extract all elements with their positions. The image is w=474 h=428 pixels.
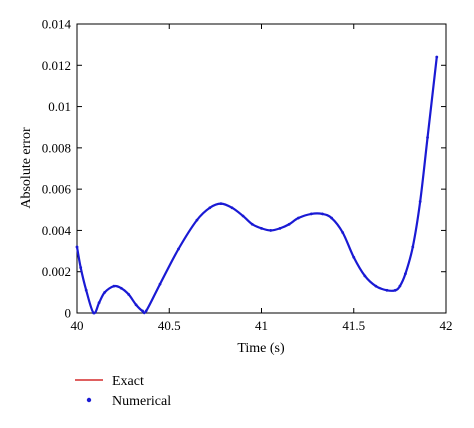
data-point-numerical bbox=[241, 214, 245, 218]
data-point-numerical bbox=[269, 229, 273, 232]
data-point-numerical bbox=[103, 290, 107, 294]
data-point-numerical bbox=[144, 309, 148, 313]
data-point-numerical bbox=[330, 216, 334, 220]
data-point-numerical bbox=[158, 282, 162, 286]
data-point-numerical bbox=[112, 284, 116, 288]
data-point-numerical bbox=[363, 274, 367, 278]
data-point-numerical bbox=[404, 272, 407, 276]
data-point-numerical bbox=[230, 206, 234, 210]
data-point-numerical bbox=[134, 303, 138, 307]
x-tick-label: 41.5 bbox=[342, 318, 365, 333]
data-point-numerical bbox=[426, 136, 429, 139]
y-tick-label: 0.004 bbox=[42, 223, 72, 238]
y-tick-label: 0.006 bbox=[42, 182, 72, 197]
legend-label-exact: Exact bbox=[112, 374, 144, 389]
data-point-numerical bbox=[297, 216, 300, 220]
y-tick-label: 0.01 bbox=[48, 99, 71, 114]
series-line-exact bbox=[76, 56, 438, 314]
data-point-numerical bbox=[119, 286, 123, 290]
x-tick-label: 40 bbox=[71, 318, 84, 333]
data-point-numerical bbox=[393, 288, 397, 292]
data-point-numerical bbox=[127, 293, 131, 296]
data-point-numerical bbox=[75, 245, 79, 249]
plot-area bbox=[75, 55, 439, 315]
series-line-numerical bbox=[75, 56, 438, 315]
data-point-numerical bbox=[250, 222, 254, 226]
data-point-numerical bbox=[84, 288, 88, 292]
data-point-numerical bbox=[352, 255, 356, 259]
data-point-numerical bbox=[309, 212, 313, 216]
legend-marker-numerical bbox=[86, 397, 92, 403]
x-tick-label: 40.5 bbox=[158, 318, 181, 333]
y-tick-label: 0.008 bbox=[42, 140, 71, 155]
data-point-numerical bbox=[374, 284, 378, 288]
y-axis-label: Absolute error bbox=[19, 127, 34, 209]
y-axis: 0 0.002 0.004 0.006 0.008 0.01 0.012 0.014 bbox=[42, 17, 446, 321]
x-axis: 40 40.5 41 41.5 42 bbox=[71, 24, 453, 333]
y-tick-label: 0 bbox=[65, 306, 72, 321]
data-point-numerical bbox=[195, 218, 199, 222]
data-point-numerical bbox=[287, 222, 291, 226]
data-point-numerical bbox=[411, 245, 415, 249]
x-tick-label: 42 bbox=[440, 318, 453, 333]
plot-frame bbox=[76, 23, 447, 314]
data-point-numerical bbox=[141, 309, 144, 313]
data-point-numerical bbox=[385, 288, 389, 292]
data-point-numerical bbox=[219, 202, 223, 205]
y-tick-label: 0.002 bbox=[42, 264, 71, 279]
data-point-numerical bbox=[208, 206, 212, 210]
data-point-numerical bbox=[92, 311, 96, 315]
legend-label-numerical: Numerical bbox=[112, 394, 171, 409]
data-point-numerical bbox=[260, 226, 263, 230]
data-point-numerical bbox=[341, 231, 345, 234]
x-axis-label: Time (s) bbox=[237, 341, 285, 356]
data-point-numerical bbox=[418, 200, 422, 203]
y-tick-label: 0.014 bbox=[42, 17, 72, 32]
data-point-numerical bbox=[435, 55, 439, 59]
data-point-numerical bbox=[79, 266, 83, 269]
y-tick-label: 0.012 bbox=[42, 58, 71, 73]
data-point-numerical bbox=[278, 226, 282, 230]
x-tick-label: 41 bbox=[255, 318, 268, 333]
data-point-numerical bbox=[320, 212, 324, 216]
data-point-numerical bbox=[97, 301, 101, 305]
data-point-numerical bbox=[177, 247, 180, 251]
legend: Exact Numerical bbox=[75, 374, 171, 409]
data-point-numerical bbox=[398, 284, 402, 288]
